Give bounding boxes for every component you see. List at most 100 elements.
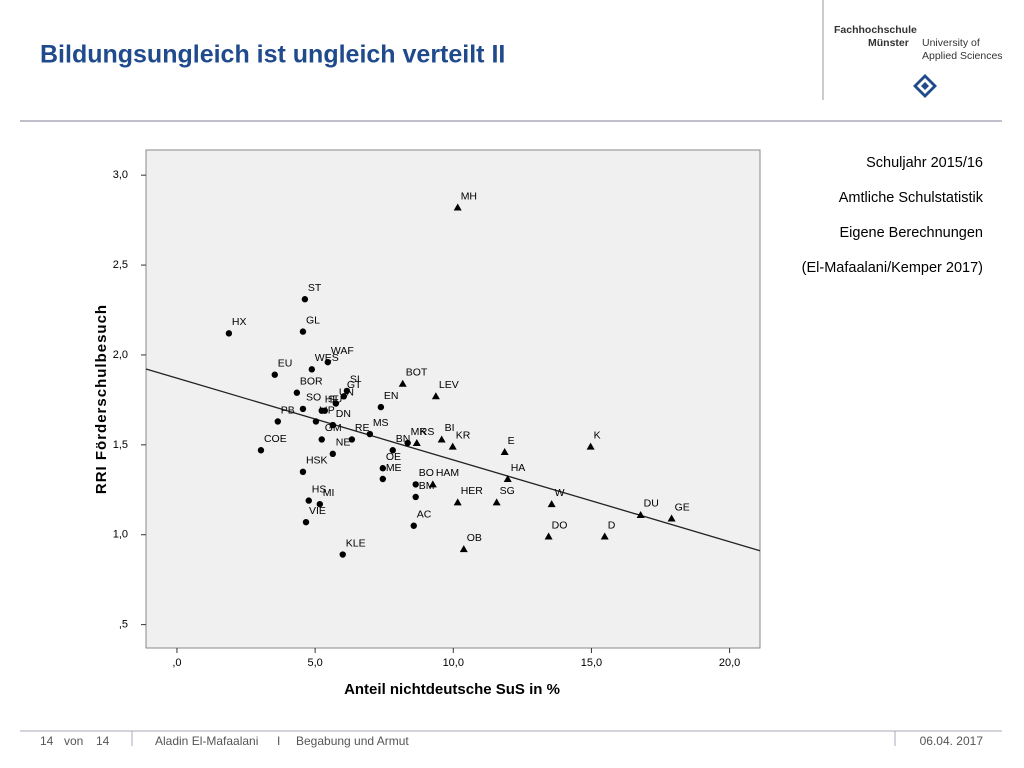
x-tick-label: ,0 (172, 657, 181, 669)
point-label: EN (384, 390, 399, 402)
point-label: BN (396, 433, 411, 445)
point (492, 498, 501, 506)
point (305, 497, 312, 504)
logo-text: University of (922, 37, 980, 49)
point-label: COE (264, 433, 287, 445)
point-label: BOT (406, 366, 428, 378)
point (453, 203, 462, 211)
plot-area (145, 149, 761, 649)
y-tick-label: 1,5 (113, 439, 128, 451)
point-label: SO (306, 392, 321, 404)
note: (El-Mafaalani/Kemper 2017) (802, 260, 983, 276)
point-label: BM (419, 480, 435, 492)
point (428, 480, 437, 488)
footer-text: Begabung und Armut (296, 734, 409, 748)
point-label: OE (386, 451, 401, 463)
footer-text: 06.04. 2017 (920, 734, 984, 748)
point (667, 514, 676, 522)
point (389, 447, 396, 454)
point-label: MS (373, 417, 389, 429)
point (348, 436, 356, 443)
point-label: VIE (309, 505, 326, 517)
point (321, 407, 328, 414)
point-label: E (508, 435, 515, 447)
point-label: ME (386, 462, 402, 474)
point (329, 421, 336, 429)
point-label: GE (675, 501, 690, 513)
point-label: HAM (436, 467, 459, 479)
footer-text: Aladin El-Mafaalani (155, 734, 258, 748)
point-label: MH (461, 190, 477, 202)
point-label: LEV (439, 379, 459, 391)
footer-text: I (277, 734, 280, 748)
point-label: BO (419, 467, 434, 479)
point (544, 532, 553, 540)
point-label: SU (328, 393, 343, 405)
point-label: HER (461, 485, 484, 497)
point (547, 500, 556, 508)
x-tick-label: 20,0 (719, 657, 740, 669)
point (299, 328, 307, 335)
point (308, 366, 315, 373)
point (329, 450, 336, 458)
point (225, 330, 233, 337)
point-label: MK (411, 426, 427, 438)
point (431, 392, 440, 400)
point (274, 418, 282, 425)
point-label: KLE (346, 537, 366, 549)
logo-text: Fachhochschule (834, 24, 917, 36)
point (299, 468, 307, 476)
logo-text: Münster (868, 37, 909, 49)
y-tick-label: 2,5 (113, 259, 128, 271)
point-label: SG (500, 485, 515, 497)
point (299, 405, 307, 413)
point (404, 439, 411, 447)
footer-text: 14 (40, 734, 54, 748)
point (459, 545, 468, 553)
point-label: HSK (306, 455, 328, 467)
point (340, 393, 348, 400)
y-tick-label: 3,0 (113, 169, 128, 181)
note: Amtliche Schulstatistik (839, 190, 984, 206)
point-label: UN (339, 386, 354, 398)
point (636, 510, 645, 518)
point (412, 481, 419, 488)
y-tick-label: 2,0 (113, 349, 128, 361)
point (343, 387, 351, 395)
point-label: GM (325, 422, 342, 434)
point-label: HF (325, 393, 339, 405)
point-label: BI (445, 422, 455, 434)
point-label: BOR (300, 375, 323, 387)
point-label: WAF (331, 345, 354, 357)
point (412, 493, 419, 501)
point-label: RE (355, 422, 370, 434)
point (500, 448, 509, 456)
point-label: NE (336, 437, 351, 449)
point (339, 551, 346, 558)
point-label: D (608, 519, 616, 531)
point (301, 296, 309, 303)
point-label: WES (315, 352, 339, 364)
point (366, 430, 374, 438)
point (453, 498, 462, 506)
point-label: K (594, 429, 601, 441)
point-label: ST (308, 282, 322, 294)
y-tick-label: ,5 (119, 619, 128, 631)
point (379, 475, 387, 483)
point (316, 500, 324, 508)
point-label: GT (347, 379, 362, 391)
x-tick-label: 15,0 (581, 657, 602, 669)
footer-text: von (64, 734, 83, 748)
point-label: RS (420, 426, 435, 438)
point-label: DN (336, 408, 351, 420)
point-label: SI (350, 374, 360, 386)
point-label: DU (644, 498, 659, 510)
point-label: MI (323, 487, 335, 499)
point (257, 447, 265, 454)
y-axis-label: RRI Förderschulbesuch (93, 304, 110, 494)
logo-text: Applied Sciences (922, 50, 1003, 62)
point (437, 435, 446, 443)
point (586, 442, 595, 450)
